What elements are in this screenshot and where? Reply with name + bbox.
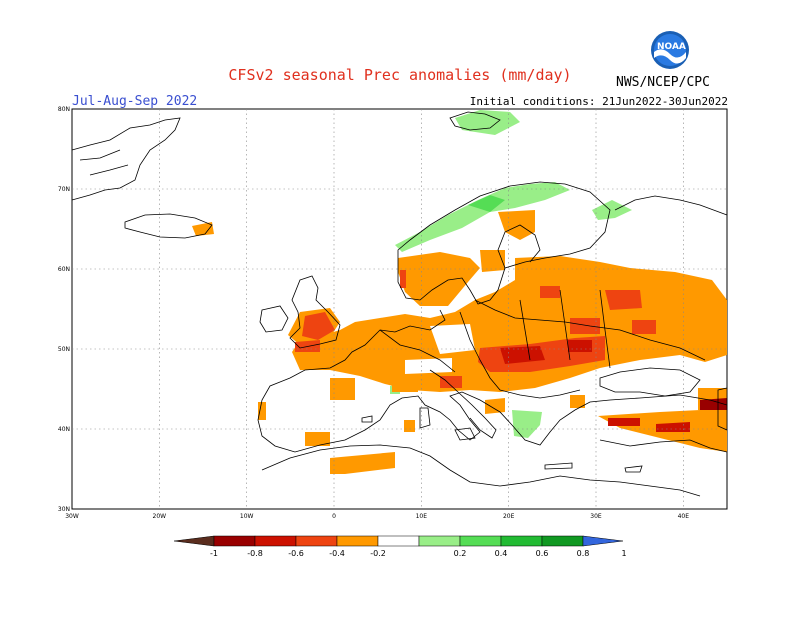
- colorbar-segment: [336, 535, 379, 547]
- noaa-logo-text: NOAA: [657, 42, 686, 52]
- colorbar-label: -1: [210, 549, 218, 558]
- lat-tick-label: 80N: [58, 106, 70, 113]
- lon-tick-label: 20E: [503, 513, 515, 520]
- colorbar-label: 0.8: [577, 549, 590, 558]
- lon-tick-label: 30E: [590, 513, 602, 520]
- colorbar-label: 0.4: [495, 549, 508, 558]
- lon-tick-label: 10W: [240, 513, 254, 520]
- colorbar-segment: [500, 535, 543, 547]
- colorbar-high-arrow: [582, 535, 624, 547]
- colorbar-label: -0.2: [370, 549, 386, 558]
- lat-tick-label: 70N: [58, 186, 70, 193]
- agency-label: NWS/NCEP/CPC: [616, 75, 710, 90]
- lon-tick-label: 30W: [65, 513, 79, 520]
- map-title: CFSv2 seasonal Prec anomalies (mm/day): [228, 66, 572, 84]
- lat-tick-label: 50N: [58, 346, 70, 353]
- initial-conditions-label: Initial conditions: 21Jun2022-30Jun2022: [469, 95, 728, 108]
- lat-tick-label: 30N: [58, 506, 70, 513]
- lon-tick-label: 0: [332, 513, 336, 520]
- colorbar-segment: [213, 535, 256, 547]
- colorbar-label: -0.4: [329, 549, 345, 558]
- colorbar-segment: [377, 535, 420, 547]
- grid-lines: [72, 109, 727, 509]
- colorbar-label: -0.6: [288, 549, 304, 558]
- colorbar-segment: [295, 535, 338, 547]
- lon-tick-label: 40E: [678, 513, 690, 520]
- coastlines: [71, 111, 728, 497]
- colorbar-low-arrow: [173, 535, 215, 547]
- colorbar-segment: [459, 535, 502, 547]
- axis-tick-labels: 30W 20W 10W 0 10E 20E 30E 40E 80N 70N 60N 50N 40N 30N: [58, 106, 689, 520]
- colorbar-label: -0.8: [247, 549, 263, 558]
- colorbar-legend: -1 -0.8 -0.6 -0.4 -0.2 0.2 0.4 0.6 0.8 1: [173, 535, 627, 558]
- colorbar-segment: [418, 535, 461, 547]
- lat-tick-label: 40N: [58, 426, 70, 433]
- lon-tick-label: 20W: [153, 513, 167, 520]
- colorbar-label: 0.2: [454, 549, 467, 558]
- anomaly-layer: [192, 110, 727, 474]
- colorbar-segment: [541, 535, 584, 547]
- colorbar-segment: [254, 535, 297, 547]
- colorbar-label: 0.6: [536, 549, 549, 558]
- noaa-logo-icon: [651, 31, 689, 69]
- lon-tick-label: 10E: [416, 513, 428, 520]
- colorbar-label: 1: [621, 549, 626, 558]
- lat-tick-label: 60N: [58, 266, 70, 273]
- season-label: Jul-Aug-Sep 2022: [72, 94, 198, 109]
